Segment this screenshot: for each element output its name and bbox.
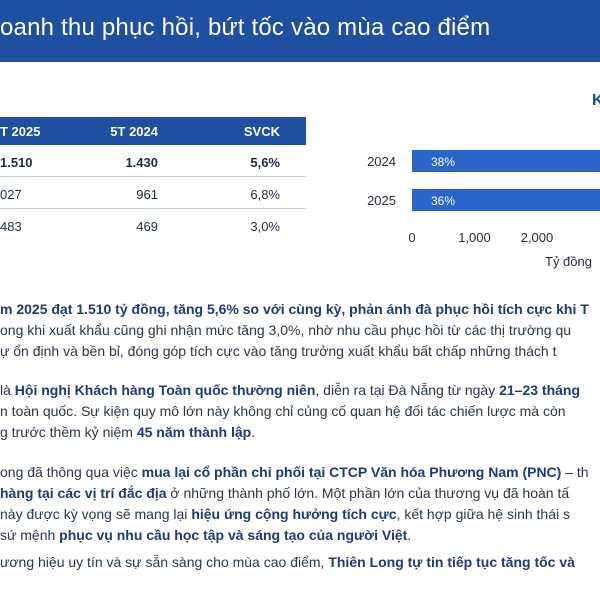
- table-cell: 483: [0, 219, 22, 234]
- table-row: 027 961 6,8%: [0, 177, 306, 209]
- text-run: .: [251, 424, 256, 440]
- bold-text: Thiên Long tự tin tiếp tục tăng tốc và: [328, 554, 575, 570]
- text-run: ong đã thông qua việc: [0, 464, 142, 480]
- revenue-table: T 2025 5T 2024 SVCK 1.510 1.430 5,6% 027…: [0, 117, 306, 241]
- text-run: ở những thành phố lớn. Một phần lớn của …: [166, 485, 570, 501]
- bold-text: 45 năm thành lập: [136, 424, 252, 440]
- paragraph-line: g trước thềm kỷ niệm 45 năm thành lập.: [0, 422, 600, 443]
- paragraph-line: sứ mệnh phục vụ nhu cầu học tập và sáng …: [0, 525, 600, 546]
- text-run: n toàn quốc. Sự kiện quy mô lớn này khôn…: [0, 403, 566, 419]
- row-divider: [0, 208, 306, 209]
- x-tick-label: 1,000: [458, 230, 491, 245]
- text-run: g trước thềm kỷ niệm: [0, 424, 137, 440]
- chart-title: K: [592, 92, 600, 109]
- text-run: – th: [561, 464, 589, 480]
- table-row: 483 469 3,0%: [0, 209, 306, 241]
- text-run: ự ổn định và bền bỉ, đóng góp tích cực v…: [0, 343, 557, 359]
- paragraph-line: m 2025 đạt 1.510 tỷ đồng, tăng 5,6% so v…: [0, 299, 600, 320]
- table-cell: 469: [136, 219, 158, 234]
- text-run: , diễn ra tại Đà Nẵng từ ngày: [315, 382, 500, 398]
- paragraph-line: ương hiệu uy tín và sự sẵn sàng cho mùa …: [0, 552, 600, 573]
- paragraph-revenue: m 2025 đạt 1.510 tỷ đồng, tăng 5,6% so v…: [0, 299, 600, 362]
- paragraph-line: là Hội nghị Khách hàng Toàn quốc thường …: [0, 380, 600, 401]
- table-row: 1.510 1.430 5,6%: [0, 145, 306, 177]
- table-cell: 1.430: [125, 155, 158, 170]
- table-header-row: T 2025 5T 2024 SVCK: [0, 117, 306, 145]
- text-run: là: [0, 382, 15, 398]
- row-divider: [0, 176, 306, 177]
- paragraph-outlook: ương hiệu uy tín và sự sẵn sàng cho mùa …: [0, 552, 600, 573]
- bold-text: hiệu ứng cộng hưởng tích cực: [191, 506, 397, 522]
- table-cell: 3,0%: [250, 219, 280, 234]
- text-run: này được kỳ vọng sẽ mang lại: [0, 506, 192, 522]
- bold-text: m 2025 đạt 1.510 tỷ đồng, tăng 5,6% so v…: [0, 301, 589, 317]
- table-cell: 5,6%: [250, 155, 280, 170]
- table-cell: 027: [0, 187, 22, 202]
- title-banner: oanh thu phục hồi, bứt tốc vào mùa cao đ…: [0, 0, 600, 62]
- bold-text: mua lại cổ phần chi phối tại CTCP Văn hó…: [141, 464, 562, 480]
- text-run: ương hiệu uy tín và sự sẵn sàng cho mùa …: [0, 554, 329, 570]
- table-header-cell: 5T 2024: [110, 124, 158, 139]
- table-cell: 1.510: [0, 155, 33, 170]
- bar-label: 38%: [431, 155, 455, 169]
- table-header-cell: T 2025: [0, 124, 41, 139]
- paragraph-line: ong khi xuất khẩu cũng ghi nhận mức tăng…: [0, 320, 600, 341]
- text-run: .: [407, 527, 412, 543]
- paragraph-line: ong đã thông qua việc mua lại cổ phần ch…: [0, 462, 600, 483]
- paragraph-line: n toàn quốc. Sự kiện quy mô lớn này khôn…: [0, 401, 600, 422]
- table-header-cell: SVCK: [243, 124, 280, 139]
- bar: [412, 189, 600, 211]
- paragraph-line: ự ổn định và bền bỉ, đóng góp tích cực v…: [0, 341, 600, 362]
- paragraph-acquisition: ong đã thông qua việc mua lại cổ phần ch…: [0, 462, 600, 546]
- x-tick-label: 2,000: [521, 230, 554, 245]
- text-run: ong khi xuất khẩu cũng ghi nhận mức tăng…: [0, 322, 572, 338]
- bold-text: hàng tại các vị trí đắc địa: [0, 485, 167, 501]
- bar-label: 36%: [431, 194, 455, 208]
- bold-text: phục vụ nhu cầu học tập và sáng tạo của …: [59, 527, 408, 543]
- bold-text: 21–23 tháng: [499, 382, 581, 398]
- category-label: 2024: [367, 154, 396, 169]
- banner-title: oanh thu phục hồi, bứt tốc vào mùa cao đ…: [0, 14, 491, 41]
- text-run: sứ mệnh: [0, 527, 60, 543]
- x-tick-label: 0: [408, 230, 415, 245]
- x-axis-label: Tỷ đồng: [545, 254, 592, 269]
- paragraph-line: này được kỳ vọng sẽ mang lại hiệu ứng cộ…: [0, 504, 600, 525]
- paragraph-line: hàng tại các vị trí đắc địa ở những thàn…: [0, 483, 600, 504]
- table-cell: 6,8%: [250, 187, 280, 202]
- bar: [412, 150, 600, 172]
- bold-text: Hội nghị Khách hàng Toàn quốc thường niê…: [14, 382, 316, 398]
- text-run: , kết hợp giữa hệ sinh thái s: [396, 506, 571, 522]
- category-label: 2025: [367, 193, 396, 208]
- table-cell: 961: [136, 187, 158, 202]
- paragraph-conference: là Hội nghị Khách hàng Toàn quốc thường …: [0, 380, 600, 443]
